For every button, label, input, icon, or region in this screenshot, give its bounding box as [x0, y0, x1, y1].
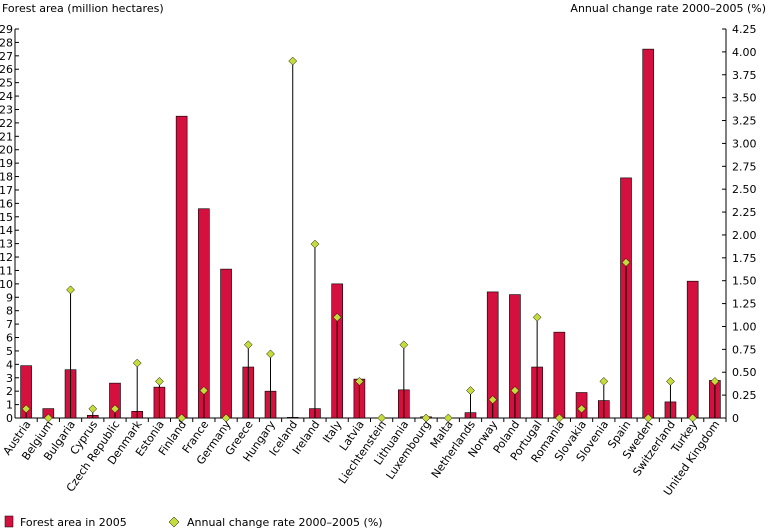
marker-change-rate-bulgaria: [66, 285, 75, 295]
plot-area: 0123456789101112131415161718192021222324…: [0, 23, 757, 498]
left-tick-label: 10: [0, 278, 13, 291]
right-tick-label: 1.50: [732, 275, 757, 288]
legend-swatch-forest-area: [4, 515, 14, 528]
marker-change-rate-ireland: [310, 239, 320, 249]
marker-change-rate-estonia: [155, 377, 164, 386]
right-tick-label: 0.25: [732, 389, 757, 402]
marker-change-rate-germany: [221, 413, 231, 423]
marker-change-rate-malta: [443, 413, 453, 423]
marker-change-rate-cyprus: [88, 404, 98, 414]
left-tick-label: 21: [0, 130, 13, 143]
legend-label-change-rate: Annual change rate 2000–2005 (%): [187, 516, 383, 529]
marker-change-rate-italy: [332, 312, 342, 322]
right-tick-label: 1.00: [732, 320, 757, 333]
marker-change-rate-greece: [243, 340, 253, 350]
marker-change-rate-spain: [621, 258, 631, 267]
marker-change-rate-norway: [488, 395, 498, 405]
marker-change-rate-iceland: [288, 56, 298, 66]
right-tick-label: 2.50: [732, 183, 757, 196]
right-tick-label: 1.75: [732, 252, 757, 265]
legend-marker-change-rate: [168, 516, 180, 528]
legend-label-forest-area: Forest area in 2005: [20, 516, 127, 529]
left-tick-label: 7: [6, 318, 13, 331]
marker-change-rate-slovakia: [577, 404, 586, 414]
right-tick-label: 3.75: [732, 69, 757, 82]
left-tick-label: 29: [0, 23, 13, 36]
marker-change-rate-switzerland: [666, 377, 675, 386]
left-tick-label: 9: [6, 291, 13, 304]
marker-change-rate-hungary: [266, 349, 275, 359]
right-tick-label: 1.25: [732, 298, 757, 311]
right-tick-label: 3.25: [732, 115, 757, 128]
legend: Forest area in 2005 Annual change rate 2…: [4, 515, 383, 529]
left-tick-label: 26: [0, 63, 13, 76]
left-tick-label: 1: [6, 399, 13, 412]
right-tick-label: 0: [732, 412, 739, 425]
right-tick-label: 3.50: [732, 92, 757, 105]
bar-forest-area-germany: [220, 268, 232, 419]
left-tick-label: 18: [0, 171, 13, 184]
right-tick-label: 2.00: [732, 229, 757, 242]
left-tick-label: 16: [0, 197, 13, 210]
left-tick-label: 24: [0, 90, 13, 103]
right-tick-label: 2.75: [732, 160, 757, 173]
left-tick-label: 14: [0, 224, 13, 237]
marker-change-rate-latvia: [355, 377, 364, 386]
marker-change-rate-belgium: [43, 413, 53, 423]
right-tick-label: 4.00: [732, 46, 757, 59]
left-tick-label: 13: [0, 238, 13, 251]
left-tick-label: 27: [0, 50, 13, 63]
left-tick-label: 12: [0, 251, 13, 264]
right-tick-label: 0.50: [732, 366, 757, 379]
marker-change-rate-turkey: [688, 413, 698, 423]
marker-change-rate-austria: [21, 404, 31, 414]
marker-change-rate-sweden: [643, 413, 653, 423]
right-axis-title: Annual change rate 2000–2005 (%): [570, 2, 766, 15]
marker-change-rate-finland: [177, 413, 186, 423]
left-tick-label: 11: [0, 264, 13, 277]
marker-change-rate-portugal: [532, 312, 542, 322]
marker-change-rate-denmark: [132, 358, 142, 368]
left-tick-label: 0: [6, 412, 13, 425]
marker-change-rate-czech-republic: [110, 404, 120, 414]
left-tick-label: 25: [0, 77, 13, 90]
marker-change-rate-liechtenstein: [377, 413, 386, 423]
bar-forest-area-sweden: [642, 48, 655, 419]
marker-change-rate-lithuania: [399, 340, 409, 350]
left-tick-label: 8: [6, 305, 13, 318]
marker-change-rate-france: [199, 386, 209, 395]
right-tick-label: 4.25: [732, 23, 757, 36]
right-tick-label: 2.25: [732, 206, 757, 219]
marker-change-rate-netherlands: [466, 386, 475, 395]
marker-change-rate-poland: [510, 386, 520, 395]
bar-forest-area-finland: [175, 115, 188, 419]
bar-forest-area-turkey: [686, 280, 699, 419]
left-tick-label: 28: [0, 36, 13, 49]
marker-change-rate-luxembourg: [421, 413, 431, 423]
left-tick-label: 5: [6, 345, 13, 358]
left-axis-title: Forest area (million hectares): [2, 2, 164, 15]
left-tick-label: 17: [0, 184, 13, 197]
left-tick-label: 4: [6, 358, 13, 371]
left-tick-label: 3: [6, 372, 13, 385]
left-tick-label: 2: [6, 385, 13, 398]
left-tick-label: 15: [0, 211, 13, 224]
left-tick-label: 19: [0, 157, 13, 170]
left-tick-label: 20: [0, 144, 13, 157]
marker-change-rate-slovenia: [599, 377, 609, 386]
right-tick-label: 3.00: [732, 137, 757, 150]
left-tick-label: 22: [0, 117, 13, 130]
bar-forest-area-romania: [553, 331, 566, 419]
marker-change-rate-romania: [555, 413, 564, 423]
left-tick-label: 23: [0, 103, 13, 116]
right-tick-label: 0.75: [732, 343, 757, 356]
marker-change-rate-united-kingdom: [710, 377, 720, 386]
left-tick-label: 6: [6, 332, 13, 345]
